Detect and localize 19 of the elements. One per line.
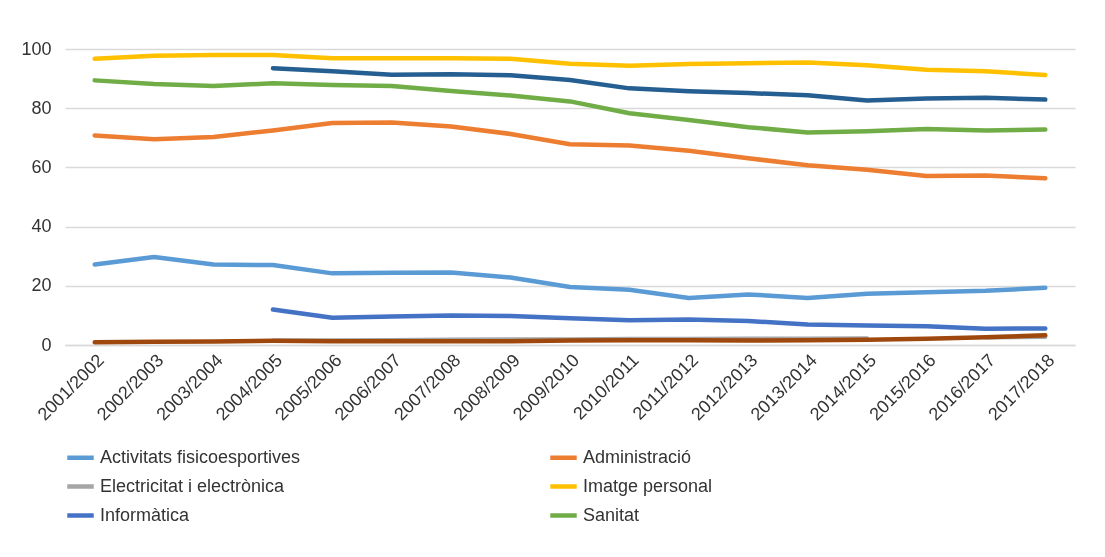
y-tick-label: 100 [21,38,52,59]
legend-label: Activitats fisicoesportives [100,446,301,467]
line-series [92,332,1048,345]
y-tick-label: 80 [31,97,52,118]
line-series [270,65,1048,103]
y-tick-label: 0 [41,334,52,355]
y-tick-label: 40 [31,216,52,237]
line-series [270,307,1048,331]
line-series [92,78,1048,135]
legend-label: Electricitat i electrònica [100,475,286,496]
line-series [92,52,1048,78]
line-series [92,254,1048,301]
y-tick-label: 20 [31,275,52,296]
legend-label: Imatge personal [583,475,713,496]
legend-label: Informàtica [100,504,191,525]
legend-label: Administració [583,446,692,467]
line-series [92,120,1048,181]
legend-label: Sanitat [583,504,640,525]
y-tick-label: 60 [31,156,52,177]
